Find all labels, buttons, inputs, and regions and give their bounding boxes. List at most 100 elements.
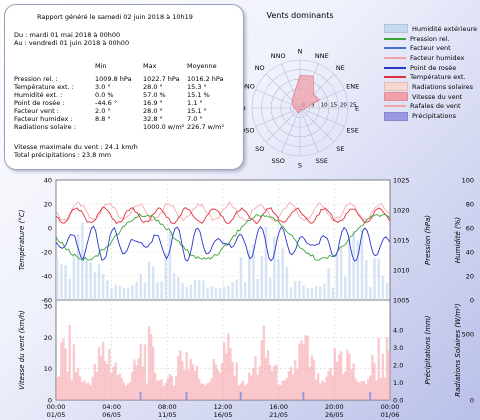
wind-rose-direction-label: O — [244, 105, 246, 113]
humidity-bar — [76, 234, 80, 300]
row-avg: 15.1 ° — [187, 107, 207, 115]
row-avg: 1.1 ° — [187, 99, 203, 107]
legend-swatch — [384, 105, 406, 108]
wind-speed-bar — [239, 383, 243, 400]
wind-speed-bar — [383, 377, 387, 400]
wind-speed-bar — [379, 377, 382, 400]
wind-rose-spoke — [299, 107, 345, 127]
wind-speed-bar — [298, 343, 301, 400]
wind-speed-bar — [256, 374, 259, 400]
top-y-label-left: Température (°C) — [18, 209, 26, 270]
wind-speed-bar — [237, 385, 240, 400]
wind-speed-bar — [101, 341, 105, 400]
row-avg: 1016.2 hPa — [187, 75, 224, 83]
row-label: Pression rel. : — [14, 75, 58, 83]
humidity-bar — [181, 283, 184, 300]
humidity-bar — [72, 253, 76, 300]
wind-speed-bar — [72, 344, 76, 400]
total-precip-text: Total précipitations : 23.8 mm — [14, 151, 112, 159]
wind-speed-bar — [241, 380, 245, 400]
humidity-bar — [101, 274, 105, 300]
col-header-max: Max — [143, 62, 157, 70]
row-min: 1009.8 hPa — [95, 75, 132, 83]
wind-speed-bar — [371, 354, 374, 400]
wind-speed-bar — [339, 351, 343, 400]
wind-speed-bar — [216, 369, 220, 400]
legend: Humidité extérieure Pression rel. Facteur … — [384, 24, 478, 121]
period-from: Du : mardi 01 mai 2018 à 00h00 — [14, 31, 121, 39]
wind-speed-bar — [131, 371, 134, 400]
x-tick-date: 16/05 — [214, 411, 233, 419]
wind-speed-bar — [122, 382, 126, 400]
humidity-bar — [298, 280, 301, 300]
bottom-y-tick-precip: 3.0 — [393, 344, 403, 352]
wind-speed-bar — [124, 385, 128, 400]
humidity-bar — [206, 287, 209, 300]
humidity-bar — [114, 284, 117, 300]
humidity-bar — [273, 236, 276, 300]
humidity-bar — [60, 264, 63, 300]
top-y-tick-pressure: 1020 — [393, 207, 410, 215]
humidity-bar — [152, 266, 155, 300]
legend-label: Précipitations — [412, 112, 457, 121]
row-min: 8.8 ° — [95, 115, 111, 123]
legend-label: Rafales de vent — [410, 102, 461, 111]
wind-speed-bar — [93, 363, 96, 400]
wind-speed-bar — [104, 360, 107, 400]
humidity-bar — [172, 273, 176, 300]
humidity-bar — [281, 248, 284, 300]
wind-speed-bar — [114, 362, 117, 400]
wind-speed-bar — [321, 380, 324, 400]
wind-speed-bar — [245, 383, 249, 400]
humidity-bar — [56, 257, 59, 300]
wind-rose-radial-tick: 15 — [330, 103, 337, 109]
legend-item: Humidité extérieure — [384, 24, 478, 34]
wind-speed-bar — [185, 352, 188, 400]
legend-swatch — [384, 24, 408, 34]
top-y-tick-pressure: 1015 — [393, 237, 410, 245]
wind-speed-bar — [220, 363, 224, 400]
wind-speed-bar — [367, 379, 370, 400]
wind-rose-direction-label: NE — [336, 64, 345, 72]
top-y-label-right: Humidité (%) — [454, 217, 462, 264]
row-min: 3.0 ° — [95, 83, 111, 91]
legend-swatch — [384, 56, 406, 59]
wind-speed-bar — [287, 371, 291, 400]
humidity-bar — [344, 276, 347, 300]
wind-speed-bar — [139, 343, 142, 400]
wind-speed-bar — [91, 377, 94, 400]
wind-speed-bar — [308, 367, 311, 400]
top-y-tick-pressure: 1025 — [393, 177, 410, 185]
wind-speed-bar — [214, 364, 218, 400]
humidity-bar — [364, 260, 368, 300]
humidity-bar — [139, 273, 143, 300]
humidity-bar — [106, 280, 109, 300]
wind-speed-bar — [341, 374, 345, 400]
wind-speed-bar — [81, 382, 84, 400]
top-y-tick-humidity: 60 — [466, 225, 474, 233]
row-max: 16.9 ° — [143, 99, 163, 107]
wind-speed-bar — [369, 375, 372, 400]
wind-speed-bar — [191, 364, 195, 400]
legend-label: Facteur vent — [410, 44, 451, 53]
humidity-bar — [202, 280, 205, 300]
wind-speed-bar — [358, 382, 362, 400]
wind-speed-bar — [385, 337, 389, 400]
humidity-bar — [369, 287, 372, 300]
wind-speed-bar — [227, 333, 230, 400]
wind-speed-bar — [360, 381, 364, 400]
x-tick-date: 26/05 — [325, 411, 344, 419]
wind-speed-bar — [264, 358, 268, 400]
wind-speed-bar — [170, 376, 174, 400]
wind-rose-spoke — [299, 107, 319, 153]
humidity-bar — [327, 268, 330, 300]
wind-speed-bar — [377, 337, 380, 400]
legend-label: Point de rosée — [410, 63, 457, 72]
wind-speed-bar — [300, 340, 303, 400]
wind-rose-direction-label: NO — [255, 64, 265, 72]
wind-speed-bar — [89, 385, 92, 400]
wind-speed-bar — [160, 379, 163, 400]
row-max: 1000.0 w/m² — [143, 123, 185, 131]
legend-swatch — [384, 47, 406, 50]
humidity-bar — [64, 264, 67, 300]
